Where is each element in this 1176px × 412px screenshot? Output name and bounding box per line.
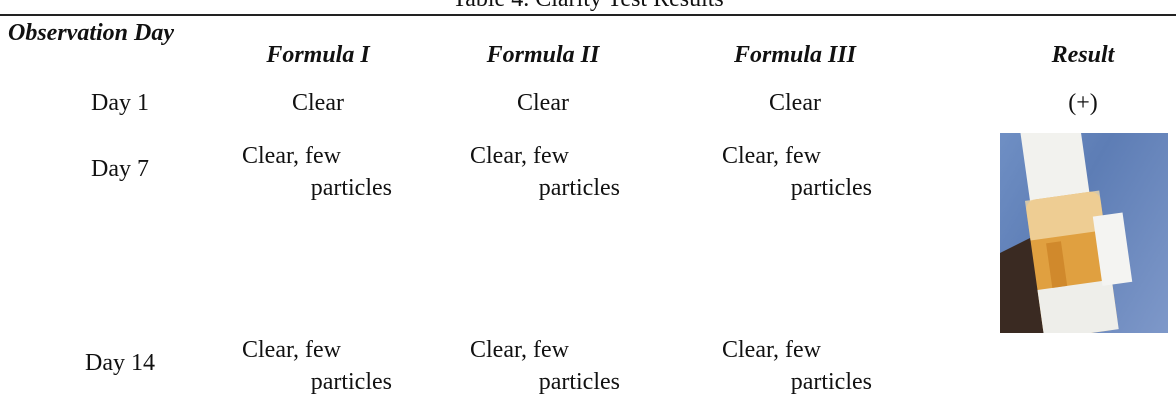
result-cell: Clear, few particles bbox=[470, 140, 620, 204]
result-cell: Clear bbox=[468, 90, 618, 117]
result-cell: Clear bbox=[720, 90, 870, 117]
day-cell: Day 1 bbox=[40, 90, 200, 117]
day-cell: Day 7 bbox=[40, 156, 200, 183]
day-cell: Day 14 bbox=[40, 350, 200, 377]
sample-photo bbox=[1000, 133, 1168, 333]
header-cell: Formula III bbox=[715, 42, 875, 69]
header-cell: Result bbox=[1008, 42, 1158, 69]
photo-drawing bbox=[1000, 133, 1168, 333]
result-cell: Clear, few particles bbox=[722, 334, 872, 398]
page: {"table": { "title": "Table 4. Clarity T… bbox=[0, 0, 1176, 412]
title-rule bbox=[0, 14, 1176, 16]
header-cell: Observation Day bbox=[8, 20, 220, 47]
header-cell: Formula II bbox=[468, 42, 618, 69]
result-cell: Clear, few particles bbox=[722, 140, 872, 204]
result-cell: (+) bbox=[1008, 90, 1158, 117]
result-cell: Clear, few particles bbox=[242, 140, 392, 204]
result-cell: Clear, few particles bbox=[470, 334, 620, 398]
result-cell: Clear bbox=[243, 90, 393, 117]
header-cell: Formula I bbox=[243, 42, 393, 69]
result-cell: Clear, few particles bbox=[242, 334, 392, 398]
table-title: Table 4. Clarity Test Results bbox=[0, 0, 1176, 13]
